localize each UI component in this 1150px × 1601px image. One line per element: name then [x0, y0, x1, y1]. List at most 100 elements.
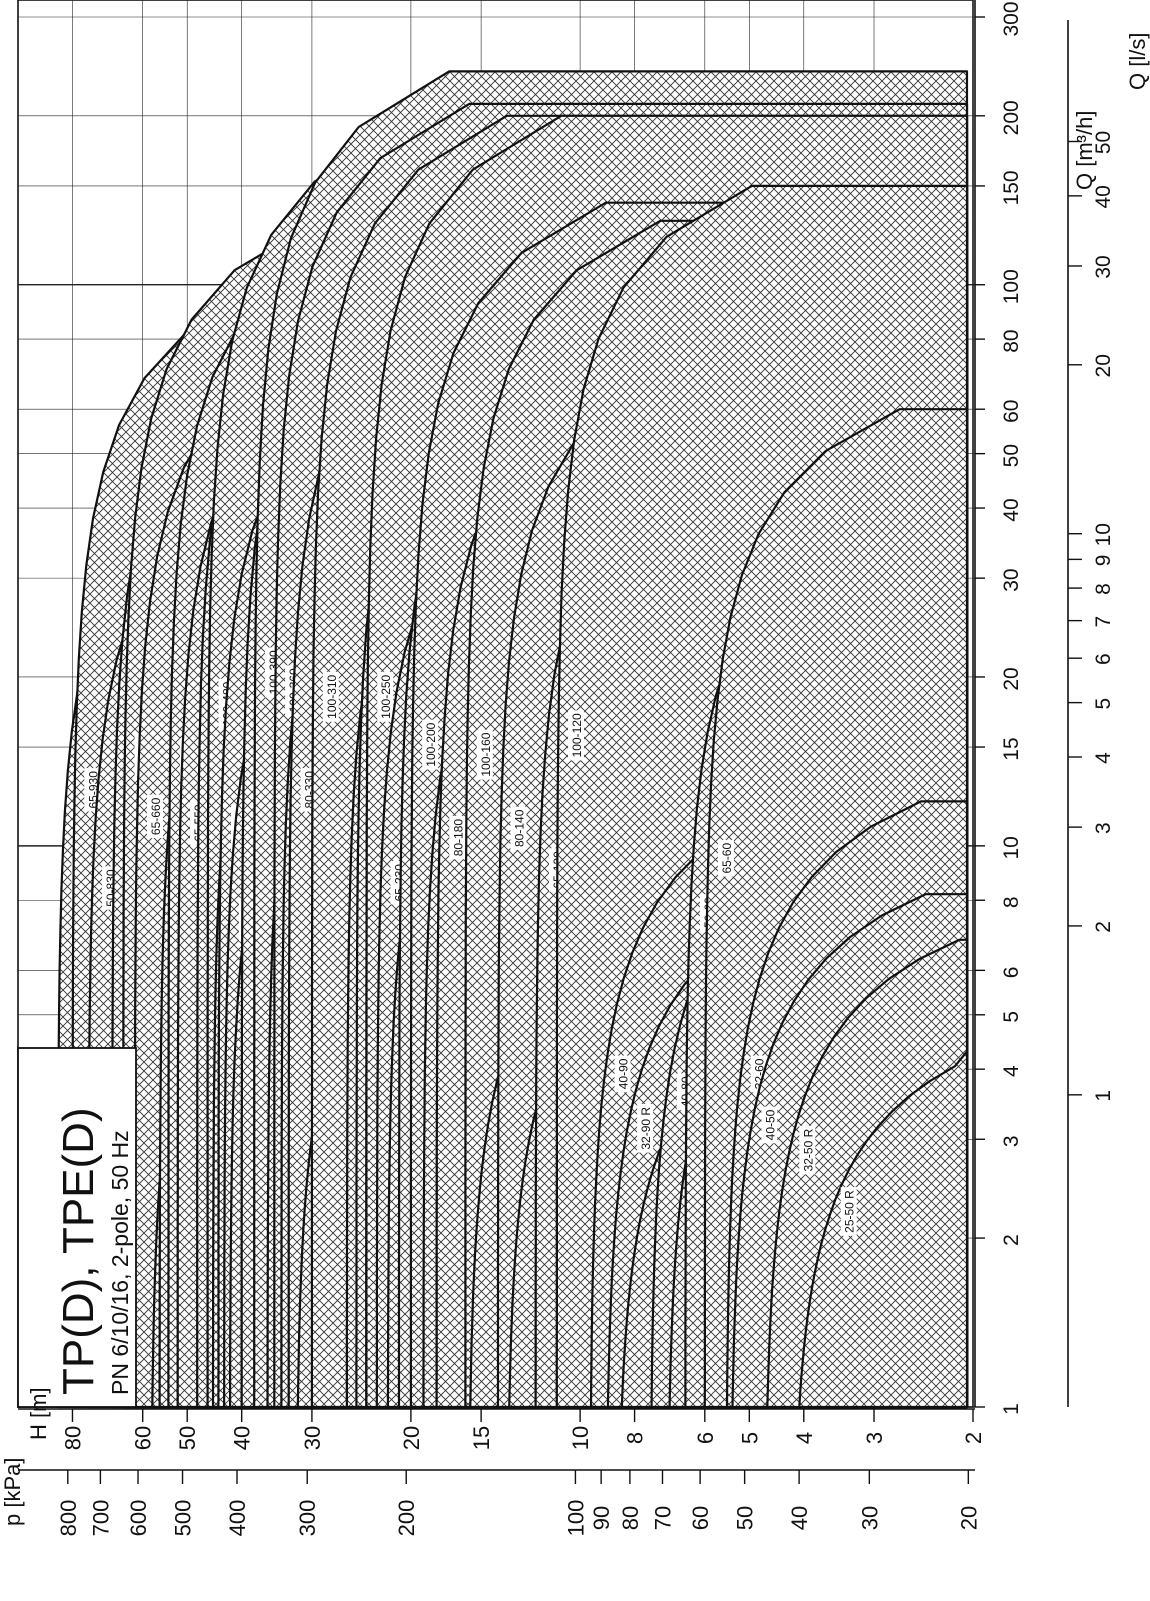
tick-label-p: 800 — [56, 1500, 81, 1537]
tick-label-q-ls: 2 — [1092, 921, 1115, 933]
tick-label-h: 30 — [300, 1426, 325, 1450]
tick-label-q-ls: 3 — [1092, 822, 1115, 834]
tick-label-q-ls: 8 — [1092, 583, 1115, 595]
tick-label-q-ls: 20 — [1092, 354, 1115, 377]
tick-label-q-ls: 1 — [1092, 1090, 1115, 1102]
tick-label-q-ls: 30 — [1092, 255, 1115, 278]
tick-label-q-ls: 7 — [1092, 616, 1115, 628]
tick-label-p: 40 — [787, 1506, 812, 1530]
tick-label-h: 80 — [60, 1426, 85, 1450]
tick-label-q-m3h: 60 — [1000, 400, 1023, 423]
tick-label-q-m3h: 30 — [1000, 568, 1023, 591]
tick-label-p: 500 — [171, 1500, 196, 1537]
pump-label-bg — [717, 839, 734, 877]
pump-label: 80-140 — [513, 809, 527, 847]
title-box: TP(D), TPE(D) PN 6/10/16, 2-pole, 50 Hz — [17, 1047, 137, 1408]
tick-label-p: 50 — [733, 1506, 758, 1530]
pump-label: 25-50 R — [843, 1190, 857, 1233]
tick-label-h: 50 — [175, 1426, 200, 1450]
tick-label-q-m3h: 1 — [1000, 1403, 1023, 1415]
pump-label-bg — [761, 1106, 778, 1144]
tick-label-q-ls: 10 — [1092, 523, 1115, 546]
tick-label-q-m3h: 5 — [1000, 1011, 1023, 1023]
tick-label-p: 80 — [618, 1506, 643, 1530]
tick-label-p: 90 — [589, 1506, 614, 1530]
pump-label-bg — [476, 729, 493, 780]
tick-label-h: 20 — [399, 1426, 424, 1450]
tick-label-q-m3h: 10 — [1000, 836, 1023, 859]
pump-label: 65-660 — [149, 797, 163, 835]
pump-label-bg — [799, 1125, 816, 1175]
tick-label-p: 20 — [956, 1506, 981, 1530]
tick-label-q-ls: 50 — [1092, 131, 1115, 154]
tick-label-p: 600 — [126, 1500, 151, 1537]
tick-label-p: 700 — [88, 1500, 113, 1537]
tick-label-h: 3 — [862, 1432, 887, 1444]
tick-label-q-ls: 4 — [1092, 752, 1115, 764]
axis-title-q-m3h: Q [m³/h] — [1072, 111, 1097, 190]
tick-label-q-m3h: 4 — [1000, 1065, 1023, 1077]
tick-label-q-m3h: 200 — [1000, 100, 1023, 135]
pump-label: 100-160 — [479, 732, 493, 776]
tick-label-q-m3h: 40 — [1000, 498, 1023, 521]
tick-label-h: 4 — [792, 1432, 817, 1444]
tick-label-h: 2 — [961, 1432, 986, 1444]
tick-label-q-m3h: 2 — [1000, 1234, 1023, 1246]
pump-label-bg — [637, 1103, 654, 1153]
tick-label-q-ls: 6 — [1092, 653, 1115, 665]
axis-title-h: H [m] — [26, 1387, 51, 1440]
pump-label: 100-250 — [379, 674, 393, 718]
pump-label: 80-180 — [451, 819, 465, 857]
tick-label-p: 300 — [295, 1500, 320, 1537]
pump-label-bg — [510, 806, 527, 850]
pump-label: 100-120 — [570, 713, 584, 757]
pump-regions: 50-90065-93050-83065-72050-71080-70065-6… — [56, 70, 969, 1409]
pump-label-bg — [614, 1055, 631, 1093]
axis-title-q-ls: Q [l/s] — [1125, 33, 1150, 90]
tick-label-p: 70 — [650, 1506, 675, 1530]
pump-label-bg — [840, 1187, 857, 1236]
pump-label: 100-310 — [325, 674, 339, 718]
tick-label-q-m3h: 3 — [1000, 1135, 1023, 1147]
pump-label: 100-200 — [424, 722, 438, 766]
tick-label-q-m3h: 50 — [1000, 444, 1023, 467]
tick-label-q-m3h: 8 — [1000, 896, 1023, 908]
tick-label-q-m3h: 20 — [1000, 667, 1023, 690]
tick-label-q-m3h: 100 — [1000, 269, 1023, 304]
pump-label-bg — [568, 710, 585, 761]
chart-subtitle: PN 6/10/16, 2-pole, 50 Hz — [107, 1130, 133, 1395]
tick-label-q-m3h: 15 — [1000, 737, 1023, 760]
pump-label: 65-60 — [720, 843, 734, 874]
tick-label-q-ls: 40 — [1092, 185, 1115, 208]
tick-label-p: 30 — [857, 1506, 882, 1530]
tick-label-q-ls: 9 — [1092, 555, 1115, 567]
pump-label-bg — [422, 719, 439, 770]
pump-label: 32-50 R — [801, 1128, 815, 1171]
chart-title: TP(D), TPE(D) — [54, 1107, 103, 1395]
tick-label-q-m3h: 80 — [1000, 329, 1023, 352]
pump-label-bg — [322, 671, 339, 722]
tick-label-q-ls: 5 — [1092, 698, 1115, 710]
tick-label-h: 6 — [693, 1432, 718, 1444]
pump-label-bg — [449, 815, 466, 860]
tick-label-p: 60 — [688, 1506, 713, 1530]
pump-label-bg — [377, 671, 394, 722]
tick-label-h: 15 — [469, 1426, 494, 1450]
tick-label-h: 40 — [230, 1426, 255, 1450]
pump-region-25-50-r: 25-50 R — [798, 1050, 969, 1409]
axes: 1 2 3 4 5 6 8 10 15 20 30 40 50 60 80 100 150 200 300 1 2 3 4 5… — [18, 0, 1115, 1536]
pump-label: 40-50 — [763, 1109, 777, 1140]
tick-label-h: 8 — [623, 1432, 648, 1444]
tick-label-p: 400 — [225, 1500, 250, 1537]
axis-title-p: p [kPa] — [0, 1458, 25, 1526]
tick-label-q-m3h: 150 — [1000, 170, 1023, 205]
tick-label-h: 10 — [568, 1426, 593, 1450]
tick-label-p: 100 — [563, 1500, 588, 1537]
tick-label-h: 60 — [131, 1426, 156, 1450]
tick-label-h: 5 — [737, 1432, 762, 1444]
pump-label-bg — [146, 794, 163, 839]
pump-label: 40-90 — [617, 1058, 631, 1089]
tick-label-p: 200 — [394, 1500, 419, 1537]
pump-label: 32-90 R — [639, 1107, 653, 1150]
